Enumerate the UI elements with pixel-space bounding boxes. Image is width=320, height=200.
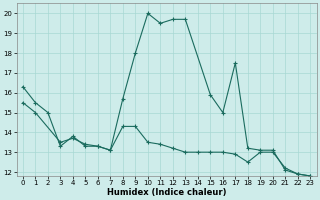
X-axis label: Humidex (Indice chaleur): Humidex (Indice chaleur) — [107, 188, 226, 197]
